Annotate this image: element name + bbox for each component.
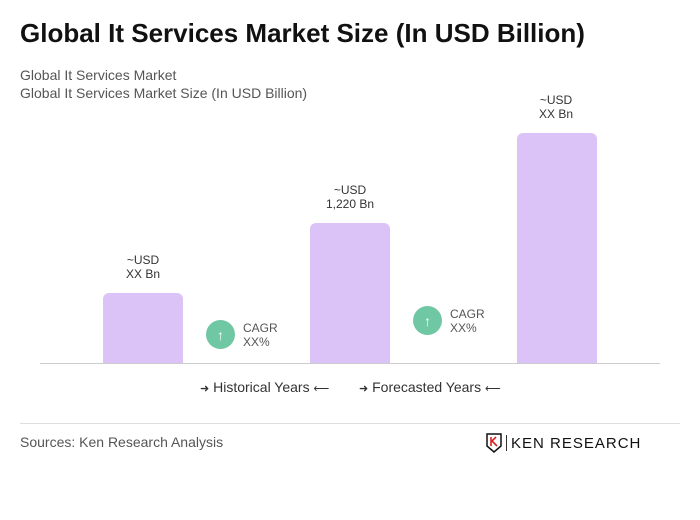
data-label-3: ~USD XX Bn [538,93,574,121]
legend-forecasted: ➜ Forecasted Years ⟵ [359,379,501,395]
data-label-1: ~USD XX Bn [125,253,161,281]
chart-subtitle-2: Global It Services Market Size (In USD B… [20,85,308,101]
cagr-badge-2: ↑ CAGR XX% [413,306,485,335]
bar-2 [310,223,390,363]
bar-3 [517,133,597,363]
divider [20,423,680,424]
chart-title: Global It Services Market Size (In USD B… [20,18,585,48]
ken-research-logo: KEN RESEARCH [486,433,641,453]
x-axis [40,363,660,364]
chart-subtitle: Global It Services Market [20,67,177,83]
bar-1 [103,293,183,363]
legend-historical: ➜ Historical Years ⟵ [200,379,330,395]
logo-shield-icon [486,433,502,453]
arrow-up-icon: ↑ [206,320,235,349]
sources-text: Sources: Ken Research Analysis [20,434,224,450]
data-label-2: ~USD 1,220 Bn [325,183,375,211]
cagr-badge-1: ↑ CAGR XX% [206,320,278,349]
arrow-up-icon: ↑ [413,306,442,335]
